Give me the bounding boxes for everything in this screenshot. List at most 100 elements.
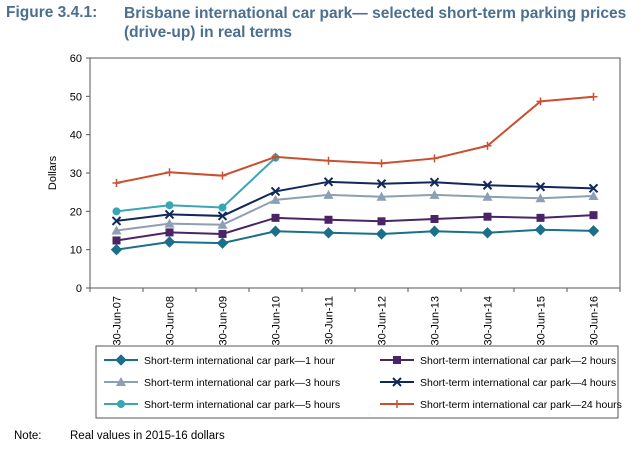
data-point (165, 168, 174, 177)
x-tick-label: 30-Jun-08 (165, 296, 177, 346)
data-point (112, 178, 121, 187)
data-point (165, 201, 174, 210)
y-tick-label: 60 (70, 53, 82, 65)
series-line (116, 156, 277, 213)
data-point (164, 218, 175, 228)
legend-entry: Short-term international car park—2 hour… (380, 355, 616, 367)
y-tick-label: 20 (70, 206, 82, 218)
data-point (218, 203, 227, 212)
x-tick-label: 30-Jun-13 (430, 296, 442, 346)
x-tick-label: 30-Jun-15 (536, 296, 548, 346)
y-axis-label: Dollars (47, 155, 59, 190)
data-point (429, 189, 440, 199)
data-point (483, 212, 492, 221)
data-point (482, 191, 493, 201)
data-point (392, 377, 402, 387)
series-group (110, 224, 600, 256)
data-point (587, 225, 600, 237)
data-point (588, 183, 599, 194)
data-point (430, 154, 439, 163)
legend-entry: Short-term international car park—1 hour (104, 354, 335, 367)
note-text: Real values in 2015-16 dollars (70, 430, 225, 442)
series-line (116, 193, 594, 232)
data-point (218, 229, 227, 238)
legend-label: Short-term international car park—2 hour… (420, 355, 616, 367)
data-point (270, 194, 281, 204)
data-point (393, 356, 401, 364)
data-point (323, 189, 334, 199)
legend-label: Short-term international car park—4 hour… (420, 377, 616, 389)
data-point (536, 97, 545, 106)
legend-label: Short-term international car park—24 hou… (420, 399, 622, 411)
y-tick-label: 50 (70, 91, 82, 103)
y-tick-label: 10 (70, 245, 82, 257)
legend-label: Short-term international car park—5 hour… (144, 399, 340, 411)
data-point (269, 225, 282, 237)
data-point (271, 152, 280, 161)
x-tick-label: 30-Jun-09 (218, 296, 230, 346)
legend-label: Short-term international car park—3 hour… (144, 377, 340, 389)
data-point (481, 227, 494, 239)
legend-box (95, 345, 619, 419)
y-tick-label: 0 (76, 283, 82, 295)
data-point (216, 237, 229, 249)
x-tick-label: 30-Jun-11 (324, 296, 336, 345)
series-line (116, 228, 594, 251)
data-point (377, 159, 386, 168)
data-point (164, 209, 175, 220)
data-point (375, 228, 388, 240)
series-line (116, 180, 594, 222)
y-tick-label: 30 (70, 168, 82, 180)
data-point (217, 211, 228, 221)
data-point (589, 92, 598, 101)
data-point (536, 213, 545, 222)
data-point (430, 215, 439, 223)
data-point (483, 141, 492, 150)
data-point (112, 236, 121, 245)
data-point (165, 228, 174, 237)
data-point (322, 227, 335, 239)
data-point (111, 225, 122, 235)
data-point (429, 177, 440, 187)
series-group (112, 153, 280, 216)
legend-entry: Short-term international car park—3 hour… (104, 377, 340, 389)
data-point (393, 400, 401, 408)
data-point (324, 156, 333, 165)
x-tick-label: 30-Jun-07 (112, 296, 124, 346)
data-point (270, 186, 281, 197)
x-tick-label: 30-Jun-12 (377, 296, 389, 346)
figure-label: Figure 3.4.1: (6, 4, 98, 21)
y-tick-label: 40 (70, 130, 82, 142)
x-tick-label: 30-Jun-14 (483, 296, 495, 346)
data-point (324, 215, 333, 224)
data-point (428, 225, 441, 237)
data-point (377, 217, 386, 226)
x-tick-label: 30-Jun-16 (589, 296, 601, 346)
legend-entry: Short-term international car park—24 hou… (380, 399, 622, 411)
series-group (112, 92, 598, 187)
figure-title: Brisbane international car park— selecte… (124, 5, 627, 41)
data-point (110, 243, 123, 256)
x-tick-label: 30-Jun-10 (271, 296, 283, 346)
series-group (111, 177, 599, 226)
data-point (111, 216, 122, 226)
data-point (588, 191, 599, 200)
data-point (535, 182, 546, 192)
data-point (115, 354, 127, 366)
data-point (116, 377, 126, 386)
series-group (112, 211, 598, 245)
data-point (589, 211, 598, 220)
data-point (117, 400, 125, 408)
data-point (535, 193, 546, 203)
legend-entry: Short-term international car park—4 hour… (380, 377, 616, 389)
data-point (218, 171, 227, 180)
data-point (271, 213, 280, 222)
data-point (376, 179, 387, 189)
data-point (217, 219, 228, 229)
series-line (116, 95, 594, 184)
legend-label: Short-term international car park—1 hour (144, 355, 335, 367)
data-point (534, 224, 547, 236)
series-line (116, 214, 594, 242)
data-point (376, 191, 387, 201)
